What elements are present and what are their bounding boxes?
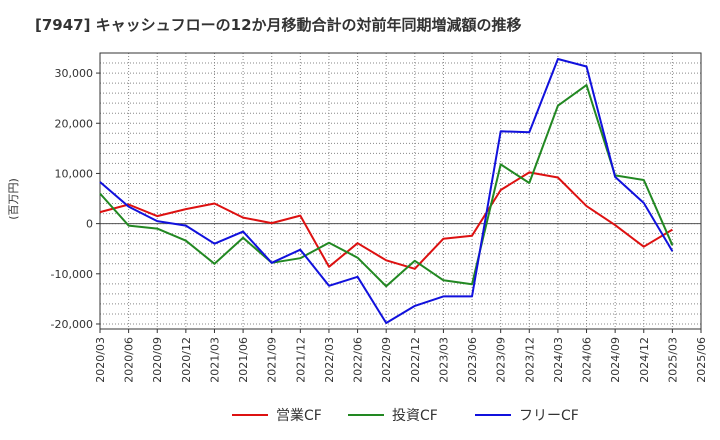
plot-frame	[99, 52, 702, 330]
x-tick-label: 2024/03	[552, 337, 565, 383]
x-tick-label: 2022/09	[380, 337, 393, 383]
x-axis-ticks: 2020/03 2020/06 2020/09 2020/12 2021/03 2021/…	[94, 329, 708, 383]
x-tick-label: 2025/03	[666, 337, 679, 383]
y-tick-label: 10,000	[55, 167, 94, 180]
y-tick-label: 30,000	[55, 67, 94, 80]
plot-area	[100, 53, 701, 329]
series-group	[99, 58, 674, 324]
x-tick-label: 2022/06	[352, 337, 365, 383]
x-tick-label: 2021/03	[208, 337, 221, 383]
x-tick-label: 2025/06	[695, 337, 708, 383]
y-axis-ticks: 30,000 20,000 10,000 0 -10,000 -20,000	[51, 67, 100, 331]
x-tick-label: 2021/12	[294, 337, 307, 383]
series-line-営業CF	[99, 171, 673, 270]
x-tick-label: 2022/03	[323, 337, 336, 383]
x-tick-label: 2023/03	[437, 337, 450, 383]
x-tick-label: 2024/09	[609, 337, 622, 383]
y-tick-label: 0	[86, 218, 93, 231]
legend: 営業CF 投資CF フリーCF	[232, 408, 579, 424]
x-tick-label: 2020/12	[180, 337, 193, 383]
y-tick-label: -10,000	[51, 268, 93, 281]
legend-label: 投資CF	[392, 408, 438, 424]
y-tick-label: 20,000	[55, 117, 94, 130]
x-tick-label: 2021/09	[266, 337, 279, 383]
y-tick-label: -20,000	[51, 318, 93, 331]
x-tick-label: 2024/06	[581, 337, 594, 383]
x-tick-label: 2021/06	[237, 337, 250, 383]
x-tick-label: 2020/06	[123, 337, 136, 383]
x-tick-label: 2022/12	[409, 337, 422, 383]
series-line-投資CF	[99, 84, 674, 288]
x-tick-label: 2020/03	[94, 337, 107, 383]
legend-label: フリーCF	[519, 408, 579, 424]
x-tick-label: 2023/12	[523, 337, 536, 383]
y-axis-label: (百万円)	[7, 178, 20, 220]
series-line-フリーCF	[99, 58, 674, 324]
chart-title: [7947] キャッシュフローの12か月移動合計の対前年同期増減額の推移	[35, 16, 522, 34]
legend-label: 営業CF	[276, 408, 322, 424]
x-tick-label: 2024/12	[638, 337, 651, 383]
x-tick-label: 2023/09	[495, 337, 508, 383]
x-tick-label: 2020/09	[151, 337, 164, 383]
x-tick-label: 2023/06	[466, 337, 479, 383]
